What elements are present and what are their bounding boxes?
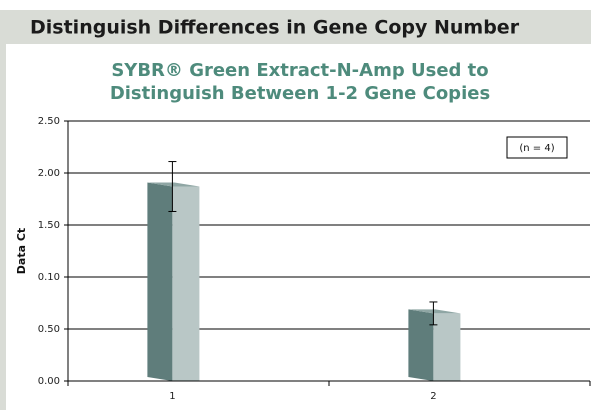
x-tick-label: 2 [430,391,436,402]
bar-side [147,182,173,381]
bar-side [408,309,434,381]
y-tick-label: 0.50 [38,324,60,335]
left-border [0,44,6,410]
chart-title: SYBR® Green Extract-N-Amp Used to [111,60,488,81]
bar-top [147,182,200,187]
bar [433,313,461,381]
annotation: (n = 4) [519,143,554,154]
chart-title: Distinguish Between 1-2 Gene Copies [110,83,490,104]
annotation-box [506,136,568,159]
bar [172,186,200,381]
y-axis-label: Data Ct [15,228,28,274]
header-title: Distinguish Differences in Gene Copy Num… [30,17,520,39]
bar-top [408,309,461,314]
y-tick-label: 0.10 [38,272,60,283]
y-tick-label: 2.00 [38,168,60,179]
y-tick-label: 0.00 [38,376,60,387]
header-band [0,10,591,44]
y-tick-label: 1.50 [38,220,60,231]
x-tick-label: 1 [169,391,175,402]
y-tick-label: 2.50 [38,116,60,127]
